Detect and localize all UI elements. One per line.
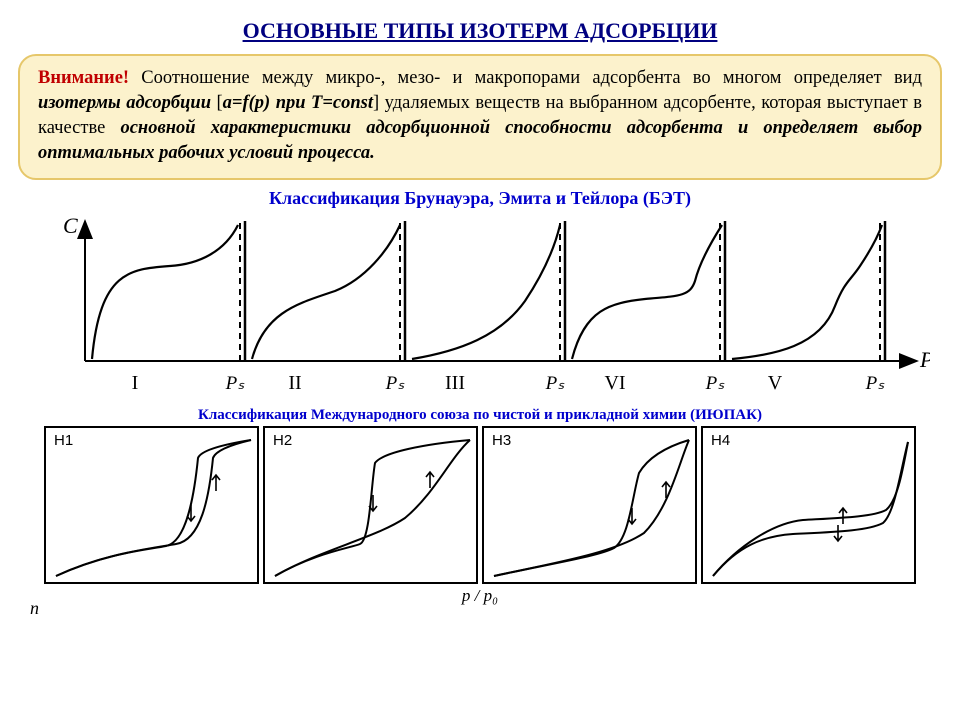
iupac-chart-row: H1 H2 H3 H4: [0, 426, 960, 584]
info-text-1: Соотношение между микро-, мезо- и макроп…: [129, 68, 922, 88]
svg-text:V: V: [768, 372, 783, 394]
info-em-2: a=f(p) при T=const: [223, 93, 373, 113]
bet-chart: C P I Pₛ II Pₛ III Pₛ VI Pₛ V Pₛ: [30, 211, 930, 401]
iupac-panel-h4: H4: [701, 426, 916, 584]
svg-text:III: III: [445, 372, 465, 394]
svg-text:P: P: [919, 347, 930, 372]
info-em-3: основной характеристики адсорбционной сп…: [38, 118, 922, 163]
svg-text:Pₛ: Pₛ: [225, 373, 246, 394]
svg-text:II: II: [288, 372, 301, 394]
svg-text:Pₛ: Pₛ: [865, 373, 886, 394]
iupac-panel-h2: H2: [263, 426, 478, 584]
attention-label: Внимание!: [38, 68, 129, 88]
iupac-subtitle: Классификация Международного союза по чи…: [0, 407, 960, 424]
iupac-panel-h3: H3: [482, 426, 697, 584]
svg-text:Pₛ: Pₛ: [385, 373, 406, 394]
svg-text:Pₛ: Pₛ: [545, 373, 566, 394]
iupac-panel-label: H1: [54, 432, 73, 449]
iupac-panel-label: H4: [711, 432, 730, 449]
svg-text:VI: VI: [604, 372, 625, 394]
iupac-x-label: p / p₀: [0, 586, 960, 606]
iupac-panel-h1: H1: [44, 426, 259, 584]
page-title: ОСНОВНЫЕ ТИПЫ ИЗОТЕРМ АДСОРБЦИИ: [0, 0, 960, 54]
info-text-2: [: [211, 93, 223, 113]
svg-text:Pₛ: Pₛ: [705, 373, 726, 394]
svg-text:C: C: [63, 213, 78, 238]
info-box: Внимание! Соотношение между микро-, мезо…: [18, 54, 942, 180]
iupac-y-label: n: [30, 598, 39, 619]
iupac-panel-label: H3: [492, 432, 511, 449]
info-em-1: изотермы адсорбции: [38, 93, 211, 113]
svg-text:I: I: [132, 372, 139, 394]
iupac-panel-label: H2: [273, 432, 292, 449]
bet-subtitle: Классификация Брунауэра, Эмита и Тейлора…: [0, 188, 960, 209]
